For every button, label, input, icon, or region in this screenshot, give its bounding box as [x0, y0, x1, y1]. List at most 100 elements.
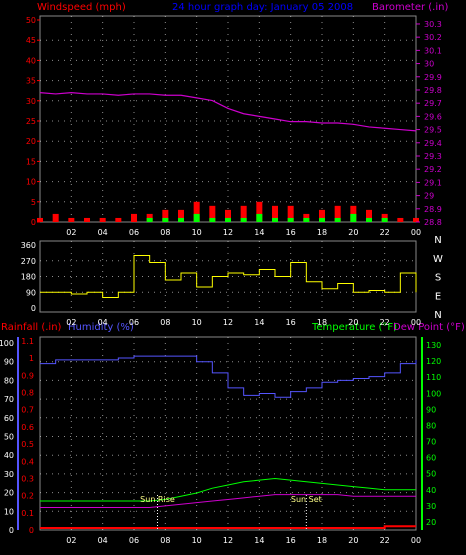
hour-tick-label: 18: [317, 536, 327, 545]
hour-tick-label: 02: [66, 536, 76, 545]
wind-average-bar: [240, 217, 247, 222]
wind-average-bar: [350, 213, 357, 222]
wind-gust-bar: [413, 217, 419, 222]
rainfall-tick-label: 1.1: [21, 337, 34, 346]
humidity-tick-label: 60: [4, 414, 14, 423]
compass-tick-label: S: [435, 273, 441, 284]
wind-gust-bar: [68, 217, 75, 222]
wind-average-bar: [287, 217, 294, 222]
direction-tick-label: 90: [26, 288, 36, 297]
hour-tick-label: 00: [411, 536, 421, 545]
hour-tick-label: 06: [129, 318, 139, 327]
temperature-tick-label: 30: [426, 502, 436, 511]
temperature-tick-label: 90: [426, 405, 436, 414]
barometer-tick-label: 29.3: [424, 152, 442, 161]
humidity-tick-label: 0: [9, 526, 14, 535]
wind-average-bar: [303, 217, 310, 222]
rainfall-tick-label: 0.2: [21, 492, 34, 501]
hour-tick-label: 18: [317, 318, 327, 327]
direction-tick-label: 180: [21, 273, 36, 282]
wind-average-bar: [319, 217, 325, 222]
wind-average-bar: [381, 217, 388, 222]
wind-gust-bar: [256, 201, 263, 222]
barometer-tick-label: 30.2: [424, 33, 442, 42]
wind-tick-label: 10: [26, 178, 36, 187]
temperature-line: [40, 478, 416, 502]
wind-tick-label: 50: [26, 16, 36, 25]
hour-tick-label: 08: [160, 318, 170, 327]
wind-average-bar: [334, 217, 341, 222]
hour-tick-label: 22: [380, 318, 390, 327]
wind-gust-bar: [193, 201, 200, 222]
hour-tick-label: 20: [348, 228, 358, 237]
temperature-tick-label: 100: [426, 389, 441, 398]
wind-gust-bar: [178, 209, 184, 222]
rainfall-tick-label: 0.5: [21, 440, 34, 449]
barometer-tick-label: 29.6: [424, 112, 442, 121]
barometer-tick-label: 29.8: [424, 86, 442, 95]
hour-tick-label: 12: [223, 318, 233, 327]
wind-gust-bar: [84, 217, 90, 222]
hour-tick-label: 02: [66, 228, 76, 237]
humidity-tick-label: 40: [4, 451, 14, 460]
humidity-line: [40, 355, 417, 398]
humidity-tick-label: 30: [4, 470, 14, 479]
barometer-tick-label: 29.9: [424, 73, 442, 82]
hour-tick-label: 22: [380, 536, 390, 545]
barometer-line: [39, 92, 417, 132]
temperature-tick-label: 40: [426, 486, 436, 495]
wind-average-bar: [225, 217, 231, 222]
temperature-axis-title: Temperature (°F): [311, 322, 397, 333]
hour-tick-label: 02: [66, 318, 76, 327]
humidity-tick-label: 100: [0, 339, 14, 348]
tick-labels: 0510152025303540455028.828.92929.129.229…: [0, 16, 443, 545]
wind-gust-bar: [366, 209, 372, 222]
wind-average-bar: [193, 213, 200, 222]
wind-tick-label: 20: [26, 137, 36, 146]
rainfall-tick-label: 0: [29, 526, 34, 535]
windspeed-axis-title: Windspeed (mph): [37, 2, 126, 13]
wind-tick-label: 25: [26, 117, 36, 126]
hour-tick-label: 14: [254, 228, 264, 237]
hour-tick-label: 10: [192, 536, 202, 545]
barometer-tick-label: 29: [424, 192, 434, 201]
sunrise-label: Sun Rise: [140, 495, 175, 504]
compass-tick-label: E: [435, 291, 441, 302]
hour-tick-label: 12: [223, 536, 233, 545]
wind-gust-bar: [272, 205, 278, 222]
compass-tick-label: N: [434, 235, 441, 246]
temperature-tick-label: 20: [426, 518, 436, 527]
humidity-tick-label: 10: [4, 507, 14, 516]
direction-tick-label: 270: [21, 257, 36, 266]
hour-tick-label: 04: [98, 536, 108, 545]
barometer-tick-label: 30: [424, 60, 434, 69]
wind-gust-bar: [99, 217, 106, 222]
hour-tick-label: 00: [411, 318, 421, 327]
barometer-axis-title: Barometer (.in): [372, 2, 448, 13]
rainfall-line: [40, 525, 416, 529]
temperature-tick-label: 130: [426, 341, 441, 350]
wind-gust-bar: [334, 205, 341, 222]
rainfall-tick-label: 1: [29, 354, 34, 363]
temperature-tick-label: 80: [426, 421, 436, 430]
hour-tick-label: 08: [160, 228, 170, 237]
hour-tick-label: 16: [286, 228, 296, 237]
hour-tick-label: 20: [348, 318, 358, 327]
temperature-tick-label: 110: [426, 373, 441, 382]
graph-title: 24 hour graph day: January 05 2008: [172, 2, 353, 13]
wind-tick-label: 35: [26, 77, 36, 86]
rainfall-tick-label: 0.7: [21, 406, 34, 415]
barometer-tick-label: 29.2: [424, 165, 442, 174]
wind-gust-bar: [52, 213, 59, 222]
wind-average-bar: [366, 217, 372, 222]
hour-tick-label: 04: [98, 318, 108, 327]
wind-gust-bar: [131, 213, 137, 222]
direction-tick-label: 0: [31, 304, 36, 313]
wind-tick-label: 40: [26, 56, 36, 65]
humidity-tick-label: 20: [4, 489, 14, 498]
wind-average-bar: [272, 217, 278, 222]
humidity-tick-label: 80: [4, 376, 14, 385]
humidity-axis-title: Humidity (%): [68, 322, 134, 333]
direction-tick-label: 360: [21, 241, 36, 250]
